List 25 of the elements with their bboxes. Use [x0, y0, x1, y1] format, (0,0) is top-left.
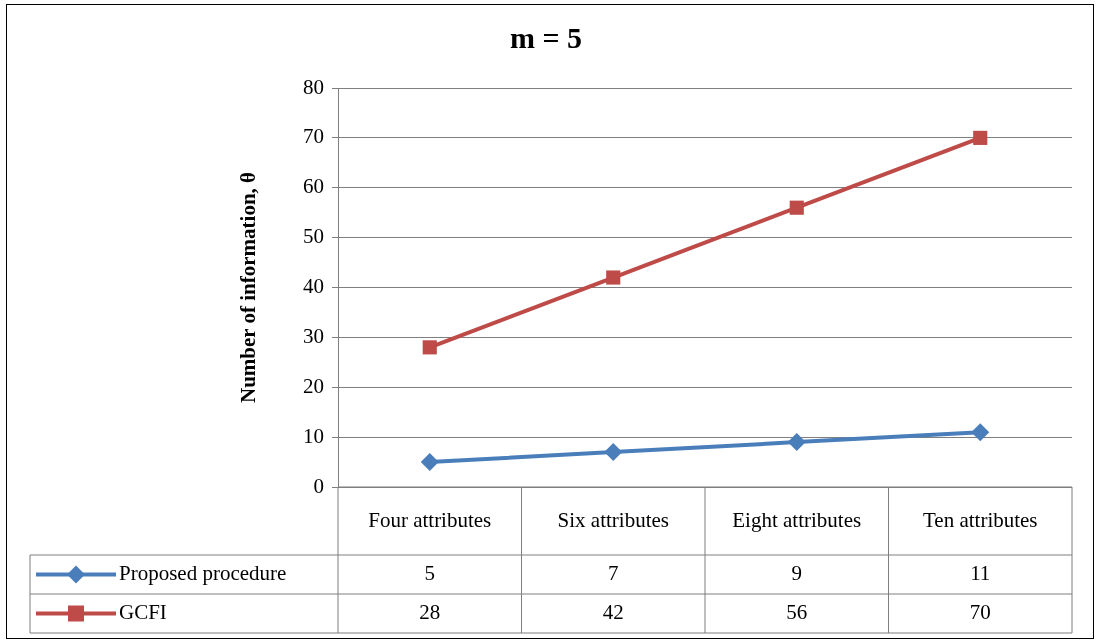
- x-tick-label: Eight attributes: [732, 508, 862, 533]
- y-tick-label: 70: [303, 124, 324, 149]
- x-tick-label: Ten attributes: [922, 508, 1038, 533]
- data-label: 56: [786, 600, 808, 625]
- data-label: 11: [970, 561, 991, 586]
- x-tick-label: Six attributes: [557, 508, 669, 533]
- chart-title: m = 5: [509, 20, 583, 54]
- data-label: 70: [969, 600, 991, 625]
- x-tick-label: Four attributes: [368, 508, 492, 533]
- legend-label: Proposed procedure: [119, 561, 287, 586]
- y-tick-label: 60: [303, 174, 324, 199]
- data-label: 42: [602, 600, 624, 625]
- y-tick-label: 0: [313, 473, 324, 498]
- data-label: 28: [419, 600, 441, 625]
- y-tick-label: 30: [303, 323, 324, 348]
- data-label: 9: [791, 561, 802, 586]
- data-label: 7: [608, 561, 619, 586]
- y-tick-label: 20: [303, 373, 324, 398]
- y-tick-label: 10: [303, 423, 324, 448]
- y-tick-label: 40: [303, 274, 324, 299]
- y-tick-label: 50: [303, 224, 324, 249]
- legend-label: GCFI: [119, 600, 167, 625]
- y-axis-title: Number of information, θ: [236, 171, 261, 404]
- y-tick-label: 80: [303, 74, 324, 99]
- data-label: 5: [424, 561, 435, 586]
